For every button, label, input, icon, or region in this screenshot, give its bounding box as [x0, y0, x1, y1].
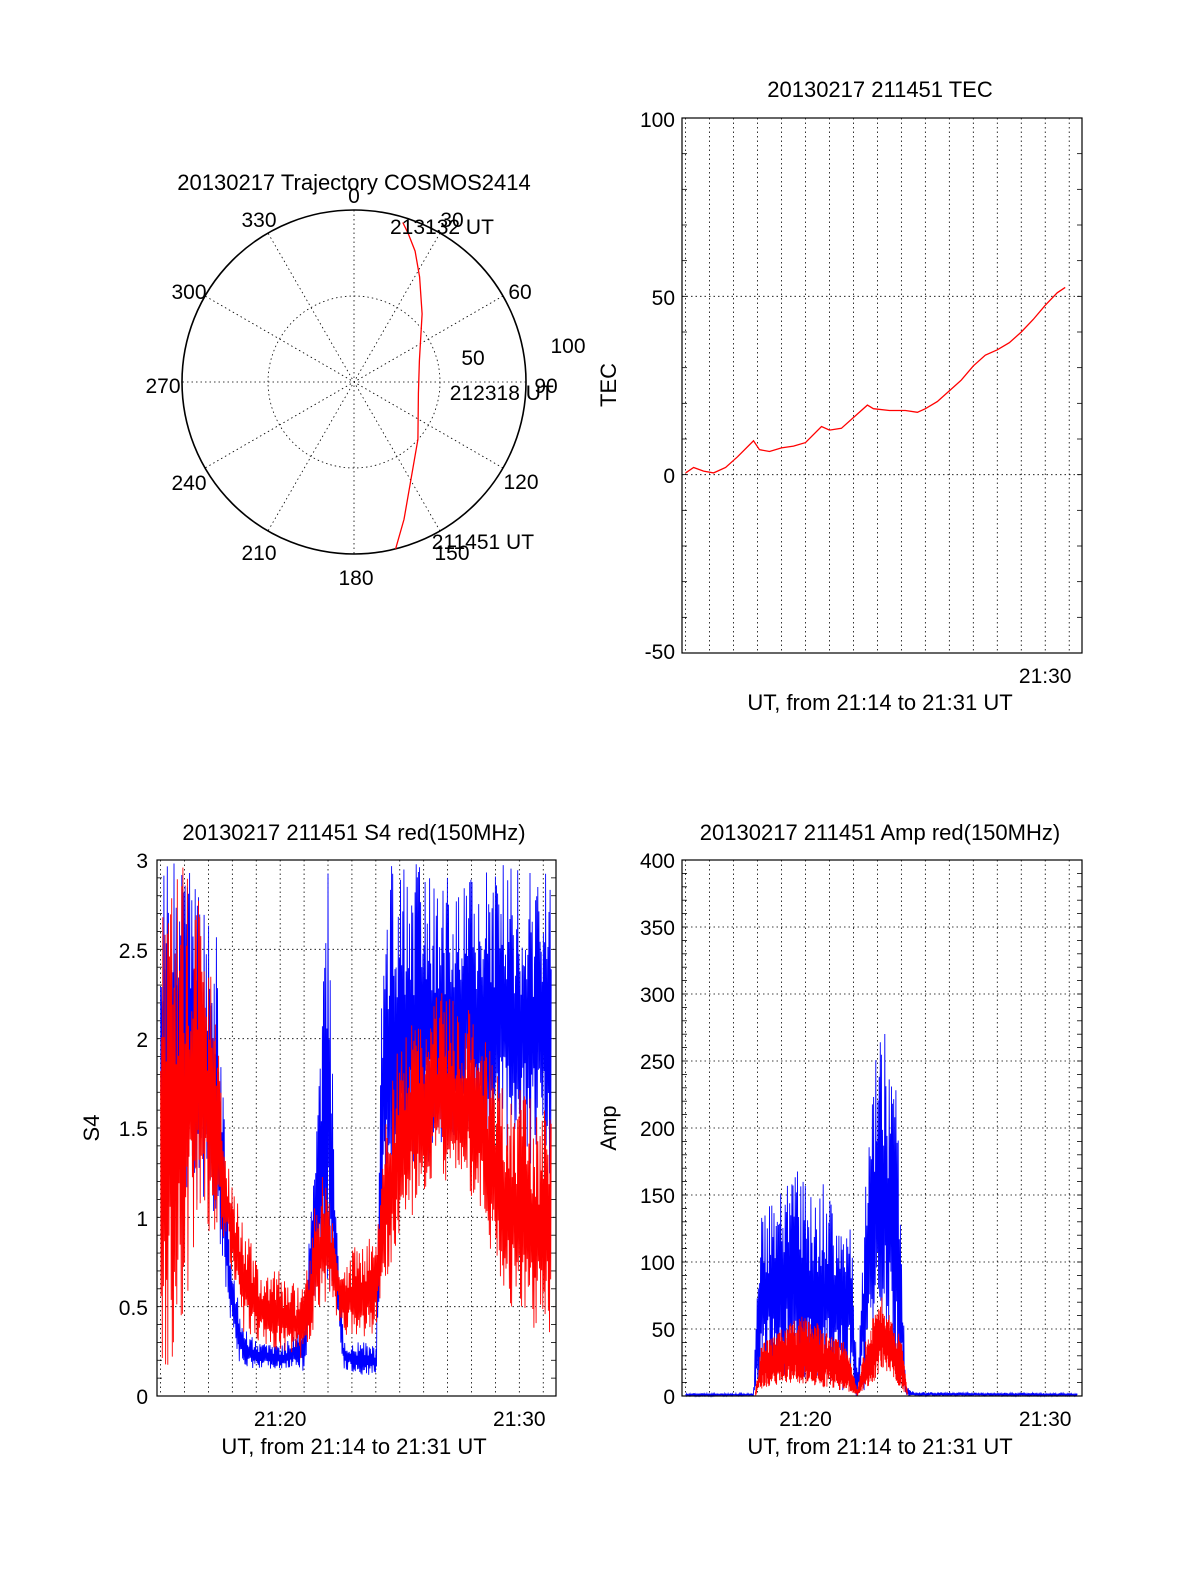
s4-ytick-0-5: 0.5 — [119, 1297, 148, 1320]
polar-title: 20130217 Trajectory COSMOS2414 — [177, 170, 530, 195]
amp-title: 20130217 211451 Amp red(150MHz) — [700, 820, 1060, 845]
amp-ytick-100: 100 — [640, 1252, 675, 1275]
s4-ytick-1-5: 1.5 — [119, 1118, 148, 1141]
annotation-mid-time: 212318 UT — [450, 382, 554, 405]
annotation-end-time: 213132 UT — [390, 216, 494, 239]
amp-ytick-0: 0 — [663, 1386, 675, 1409]
s4-xlabel: UT, from 21:14 to 21:31 UT — [221, 1434, 486, 1459]
angle-label-210: 210 — [241, 542, 276, 565]
tec-chart: 20130217 211451 TEC -50 0 50 100 21:30 U… — [596, 77, 1083, 715]
blue-series-trace — [160, 863, 552, 1375]
angle-label-180: 180 — [338, 567, 373, 590]
tec-title: 20130217 211451 TEC — [767, 77, 993, 102]
amp-ytick-250: 250 — [640, 1051, 675, 1074]
angle-label-240: 240 — [171, 472, 206, 495]
red-series-trace — [160, 867, 552, 1365]
angle-label-90: 90 — [534, 375, 557, 398]
amp-series — [685, 1033, 1078, 1398]
angle-label-150: 150 — [434, 542, 469, 565]
tec-line — [685, 286, 1066, 474]
tec-xlabel: UT, from 21:14 to 21:31 UT — [747, 690, 1012, 715]
s4-plot-frame — [156, 859, 557, 1397]
amp-minor-ticks — [682, 859, 1082, 1397]
tec-ytick-neg50: -50 — [645, 641, 675, 664]
amp-ytick-150: 150 — [640, 1185, 675, 1208]
trajectory-line — [394, 222, 423, 550]
s4-xtick-2130: 21:30 — [493, 1408, 546, 1431]
polar-angle-labels: 0 30 60 90 120 150 180 210 240 270 300 3… — [145, 185, 557, 590]
tec-series — [685, 286, 1066, 474]
tec-minor-ticks — [682, 117, 1082, 654]
polar-spoke — [267, 232, 441, 532]
s4-ytick-2-5: 2.5 — [119, 940, 148, 963]
s4-ylabel: S4 — [79, 1115, 104, 1142]
angle-label-270: 270 — [145, 375, 180, 398]
radius-label-50: 50 — [461, 347, 484, 370]
s4-chart: 20130217 211451 S4 red(150MHz) 0 0.5 1 1… — [79, 820, 557, 1459]
annotation-start-time: 211451 UT — [432, 531, 535, 554]
amp-ytick-200: 200 — [640, 1118, 675, 1141]
tec-ytick-0: 0 — [663, 465, 675, 488]
amp-ylabel: Amp — [596, 1105, 621, 1150]
amp-plot-frame — [681, 859, 1083, 1397]
angle-label-60: 60 — [508, 281, 531, 304]
angle-label-30: 30 — [440, 209, 463, 232]
amp-ytick-300: 300 — [640, 984, 675, 1007]
s4-series — [160, 863, 552, 1375]
s4-ytick-3: 3 — [136, 850, 148, 873]
s4-title: 20130217 211451 S4 red(150MHz) — [182, 820, 525, 845]
amp-xtick-2130: 21:30 — [1019, 1408, 1072, 1431]
tec-ytick-50: 50 — [652, 287, 675, 310]
angle-label-0: 0 — [348, 185, 360, 208]
blue-series-trace — [685, 1033, 1078, 1398]
amp-ytick-350: 350 — [640, 917, 675, 940]
amp-xlabel: UT, from 21:14 to 21:31 UT — [747, 1434, 1012, 1459]
tec-ylabel: TEC — [596, 363, 621, 407]
s4-ytick-0: 0 — [136, 1386, 148, 1409]
angle-label-120: 120 — [503, 471, 538, 494]
angle-label-300: 300 — [171, 281, 206, 304]
tec-grid — [682, 117, 1082, 654]
amp-ytick-400: 400 — [640, 850, 675, 873]
amp-ytick-50: 50 — [652, 1319, 675, 1342]
amp-chart: 20130217 211451 Amp red(150MHz) 0 50 100… — [596, 820, 1083, 1459]
tec-plot-frame — [681, 117, 1083, 654]
angle-label-330: 330 — [241, 209, 276, 232]
amp-xtick-2120: 21:20 — [779, 1408, 832, 1431]
polar-trajectory-chart: 20130217 Trajectory COSMOS2414 0 30 60 9… — [145, 170, 585, 590]
s4-ytick-1: 1 — [136, 1208, 148, 1231]
s4-xtick-2120: 21:20 — [254, 1408, 307, 1431]
tec-ytick-100: 100 — [640, 109, 675, 132]
red-series-trace — [755, 1297, 908, 1396]
s4-ytick-2: 2 — [136, 1029, 148, 1052]
tec-xtick-2130: 21:30 — [1019, 665, 1072, 688]
polar-spokes — [182, 210, 526, 554]
radius-label-100: 100 — [550, 335, 585, 358]
